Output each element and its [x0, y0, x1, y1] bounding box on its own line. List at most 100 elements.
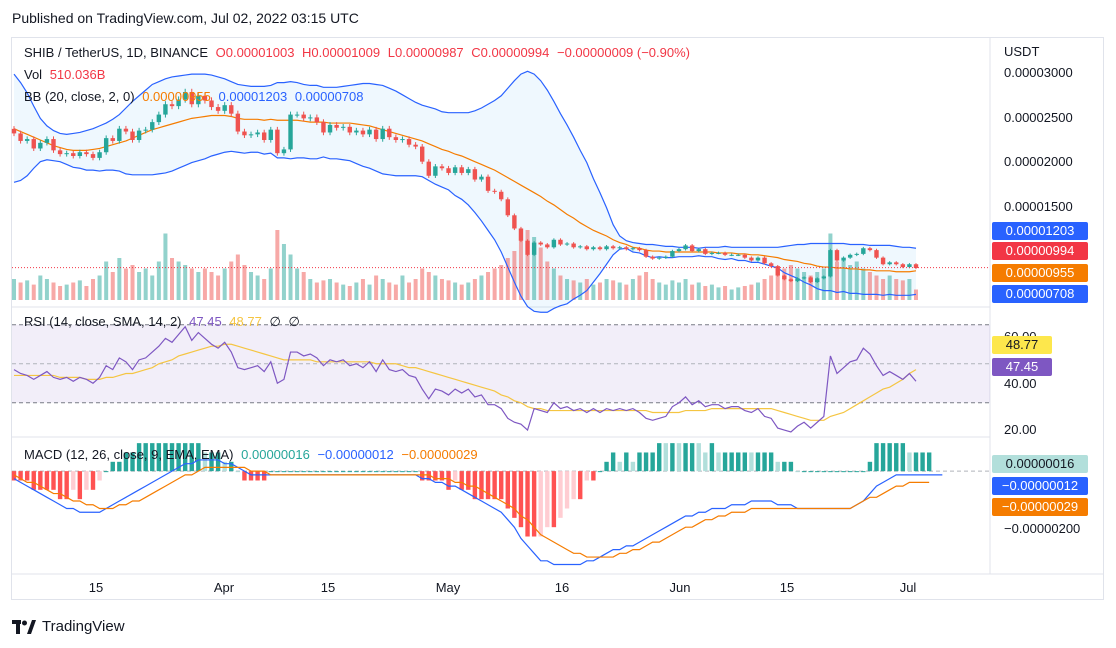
candle-body — [281, 149, 287, 154]
macd-histogram-bar — [551, 471, 557, 528]
macd-histogram-bar — [670, 443, 675, 472]
volume-bar — [518, 240, 523, 300]
macd-histogram-bar — [110, 461, 115, 472]
volume-bar — [834, 261, 839, 300]
candle-body — [900, 264, 906, 268]
rsi-label[interactable]: RSI (14, close, SMA, 14, 2) — [24, 314, 182, 329]
volume-bar — [736, 287, 741, 300]
volume-bar — [782, 268, 787, 300]
macd-histogram-bar — [373, 471, 379, 473]
candle-body — [229, 105, 234, 114]
macd-histogram-bar — [452, 471, 458, 481]
macd-histogram-bar — [722, 452, 728, 472]
macd-histogram-bar — [413, 471, 418, 473]
candle-body — [44, 139, 50, 143]
volume-bar — [644, 272, 649, 300]
x-tick-apr: Apr — [213, 580, 235, 595]
macd-histogram-bar — [84, 471, 89, 490]
macd-histogram-bar — [894, 443, 899, 472]
macd-histogram-bar — [696, 443, 701, 472]
volume-bar — [841, 258, 846, 300]
macd-histogram-bar — [103, 471, 109, 473]
volume-bar — [894, 279, 899, 300]
volume-bar — [117, 258, 122, 300]
macd-histogram-bar — [229, 461, 234, 472]
candle-body — [90, 154, 96, 158]
volume-bar — [472, 279, 477, 300]
candle-body — [182, 92, 188, 100]
macd-histogram-bar — [564, 471, 570, 509]
candle-body — [77, 152, 83, 156]
volume-bar — [749, 284, 754, 300]
volume-bar — [97, 275, 102, 300]
volume-bar — [314, 282, 319, 300]
macd-signal-line — [13, 466, 930, 558]
volume-bar — [354, 282, 359, 300]
volume-bar — [453, 282, 458, 300]
macd-histogram-bar — [387, 471, 392, 473]
macd-histogram-bar — [913, 452, 919, 472]
volume-bar — [420, 268, 425, 300]
volume-bar — [499, 265, 504, 300]
candle-body — [97, 152, 102, 158]
volume-bar — [650, 279, 655, 300]
rsi-sma-value: 48.77 — [229, 314, 262, 329]
macd-histogram-bar — [222, 461, 227, 472]
tradingview-brand[interactable]: TradingView — [12, 618, 125, 635]
candle-body — [117, 128, 122, 141]
volume-bar — [604, 279, 609, 300]
macd-histogram-bar — [538, 471, 543, 537]
candle-body — [815, 278, 820, 283]
volume-bar — [795, 268, 800, 300]
macd-histogram-bar — [433, 471, 438, 481]
macd-histogram-bar — [156, 443, 162, 472]
macd-histogram-bar — [426, 471, 431, 481]
volume-bar — [334, 282, 339, 300]
macd-histogram-bar — [77, 471, 83, 500]
macd-histogram-bar — [920, 452, 925, 472]
bb-upper-line — [13, 70, 917, 249]
volume-bar — [104, 261, 109, 300]
bb-label[interactable]: BB (20, close, 2, 0) — [24, 89, 135, 104]
macd-histogram-bar — [578, 471, 583, 500]
macd-histogram-bar — [242, 471, 247, 481]
macd-histogram-bar — [275, 471, 280, 473]
rsi-null-1: ∅ — [269, 314, 281, 329]
candle-body — [505, 199, 510, 216]
volume-bar — [347, 286, 352, 300]
macd-histogram-bar — [90, 471, 96, 490]
macd-histogram-bar — [11, 471, 17, 481]
volume-bar — [321, 280, 326, 300]
volume-bar — [505, 258, 510, 300]
candle-body — [874, 250, 879, 258]
candle-body — [854, 253, 859, 255]
volume-bar — [637, 275, 642, 300]
macd-histogram-bar — [880, 443, 886, 472]
volume-bar — [71, 282, 76, 300]
candle-body — [347, 126, 352, 133]
candle-body — [775, 266, 780, 276]
candle-body — [696, 249, 701, 252]
bb-basis-line — [13, 114, 917, 273]
macd-histogram-bar — [736, 452, 741, 472]
volume-bar — [723, 286, 728, 300]
volume-bar — [755, 282, 760, 300]
rsi-value: 47.45 — [189, 314, 222, 329]
volume-label[interactable]: Vol — [24, 67, 43, 82]
candle-body — [564, 243, 570, 245]
macd-histogram-bar — [571, 471, 576, 500]
macd-histogram-bar — [406, 471, 412, 473]
macd-histogram-bar — [117, 461, 122, 472]
candle-body — [314, 117, 320, 123]
candle-body — [373, 129, 379, 140]
bb-basis-tag: 0.00000955 — [992, 264, 1088, 282]
symbol-label[interactable]: SHIB / TetherUS, 1D, BINANCE — [24, 45, 208, 60]
candle-body — [670, 251, 675, 257]
candle-body — [439, 166, 445, 169]
macd-label[interactable]: MACD (12, 26, close, 9, EMA, EMA) — [24, 447, 234, 462]
volume-bar — [808, 275, 813, 300]
macd-histogram-bar — [308, 471, 313, 473]
macd-histogram-bar — [887, 443, 892, 472]
candle-body — [380, 128, 385, 140]
